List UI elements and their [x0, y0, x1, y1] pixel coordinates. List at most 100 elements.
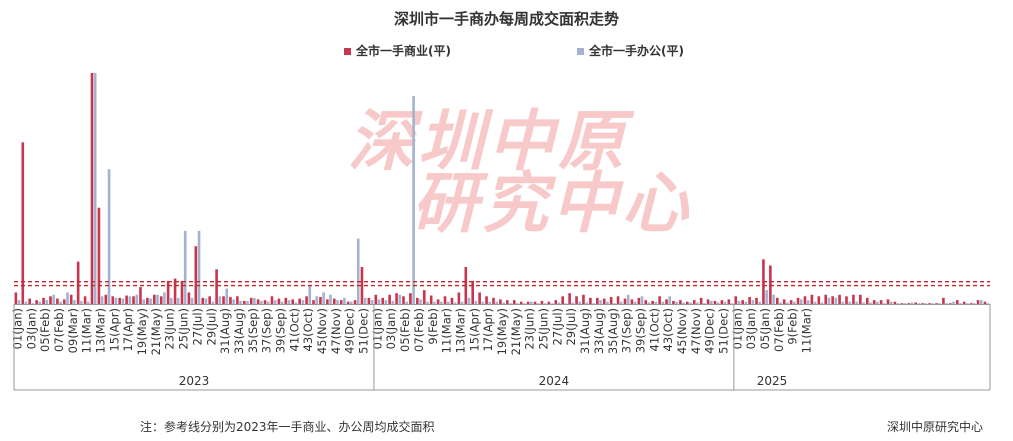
- bar-commercial-98: [692, 300, 696, 304]
- bar-office-2: [31, 303, 35, 304]
- bar-commercial-19: [146, 297, 149, 304]
- bar-commercial-18: [139, 287, 142, 304]
- x-tick-label-2023-20: 41(Oct): [287, 308, 301, 352]
- bar-office-66: [474, 300, 478, 304]
- x-tick-label-2023-5: 11(Mar): [80, 308, 94, 353]
- x-tick-label-2024-22: 45(Nov): [675, 308, 689, 354]
- bar-commercial-16: [125, 295, 128, 304]
- bar-office-37: [273, 300, 277, 304]
- bar-commercial-27: [201, 297, 205, 304]
- x-tick-label-2024-2: 05(Feb): [398, 308, 412, 352]
- bar-commercial-99: [699, 297, 703, 304]
- bar-commercial-103: [727, 299, 731, 304]
- x-tick-label-2023-17: 35(Sep): [246, 308, 260, 353]
- bar-office-116: [820, 302, 824, 304]
- bar-commercial-107: [755, 297, 758, 304]
- bar-commercial-38: [277, 298, 281, 304]
- bar-commercial-135: [949, 303, 952, 304]
- bar-commercial-70: [499, 299, 502, 304]
- x-tick-label-2024-6: 13(Mar): [454, 308, 468, 353]
- x-tick-label-2023-25: 51(Dec): [357, 308, 371, 354]
- bar-commercial-39: [284, 297, 288, 304]
- bar-commercial-79: [561, 296, 564, 304]
- bar-office-73: [523, 303, 526, 304]
- bar-office-22: [170, 297, 173, 304]
- bar-commercial-102: [720, 300, 724, 304]
- bar-office-130: [917, 303, 921, 304]
- bar-commercial-139: [976, 300, 980, 304]
- bar-commercial-52: [374, 294, 378, 304]
- bar-commercial-89: [630, 299, 634, 304]
- bar-commercial-2: [28, 298, 31, 304]
- bar-office-127: [896, 303, 900, 304]
- bar-office-78: [557, 302, 561, 304]
- bar-office-94: [668, 296, 672, 304]
- bar-office-32: [239, 300, 242, 304]
- bar-office-19: [149, 298, 152, 304]
- bar-commercial-56: [402, 296, 405, 304]
- bar-office-48: [350, 301, 353, 304]
- bar-commercial-127: [893, 301, 897, 304]
- bar-commercial-76: [540, 300, 544, 304]
- bar-commercial-25: [187, 292, 191, 304]
- x-tick-label-2023-2: 05(Feb): [38, 308, 52, 352]
- bar-commercial-3: [35, 300, 38, 304]
- bar-commercial-26: [194, 246, 198, 304]
- bar-office-64: [460, 301, 464, 304]
- bar-office-111: [786, 302, 789, 304]
- bar-commercial-0: [14, 292, 18, 304]
- bar-office-126: [889, 301, 893, 304]
- bar-office-20: [156, 294, 159, 304]
- bar-commercial-91: [644, 300, 648, 304]
- bar-commercial-62: [443, 296, 447, 304]
- legend-item-commercial: 全市一手商业(平): [344, 43, 451, 59]
- bar-commercial-93: [658, 296, 661, 304]
- bar-office-104: [737, 300, 741, 304]
- bar-commercial-125: [879, 300, 883, 304]
- x-tick-label-2023-4: 09(Mar): [66, 308, 80, 353]
- bar-office-24: [183, 230, 187, 304]
- bar-office-54: [391, 300, 395, 304]
- bar-commercial-22: [166, 280, 170, 304]
- legend-item-office: 全市一手办公(平): [577, 43, 684, 59]
- x-tick-label-2024-23: 47(Nov): [689, 308, 703, 354]
- bar-office-70: [502, 302, 505, 304]
- bar-commercial-55: [395, 293, 398, 304]
- bar-office-97: [689, 302, 692, 304]
- bar-commercial-78: [554, 300, 558, 304]
- bar-commercial-96: [679, 300, 682, 304]
- bar-office-76: [543, 303, 547, 304]
- bar-commercial-60: [429, 295, 433, 304]
- bar-commercial-82: [582, 294, 585, 304]
- bar-office-40: [294, 302, 298, 304]
- bar-office-79: [564, 303, 568, 304]
- x-tick-label-2025-0: 01(Jan): [730, 308, 744, 349]
- bar-commercial-130: [914, 302, 918, 304]
- bar-office-52: [377, 299, 381, 304]
- bar-commercial-11: [90, 73, 94, 304]
- bar-office-55: [398, 294, 402, 304]
- x-tick-label-2024-18: 37(Sep): [620, 308, 634, 353]
- x-tick-label-2024-14: 29(Jul): [564, 308, 578, 345]
- bar-office-88: [626, 294, 630, 304]
- x-tick-label-2023-8: 17(Apr): [121, 308, 135, 352]
- bar-office-30: [225, 288, 229, 304]
- bar-commercial-20: [153, 294, 156, 304]
- bar-commercial-73: [519, 301, 523, 304]
- bar-office-63: [453, 302, 457, 304]
- bar-office-39: [287, 300, 291, 304]
- bar-commercial-28: [208, 296, 211, 304]
- x-tick-label-2024-15: 31(Aug): [578, 308, 592, 354]
- bar-commercial-61: [436, 299, 440, 304]
- bar-commercial-58: [416, 297, 419, 304]
- bar-commercial-15: [118, 297, 121, 304]
- bar-commercial-14: [111, 296, 115, 304]
- bar-office-123: [869, 302, 872, 304]
- x-tick-label-2024-4: 9(Feb): [426, 308, 440, 345]
- bar-commercial-40: [291, 299, 295, 304]
- bar-office-38: [280, 301, 284, 304]
- x-tick-label-2024-20: 41(Oct): [647, 308, 661, 352]
- bar-commercial-21: [159, 296, 163, 304]
- bar-office-15: [121, 298, 125, 304]
- x-tick-label-2025-4: 9(Feb): [786, 308, 800, 345]
